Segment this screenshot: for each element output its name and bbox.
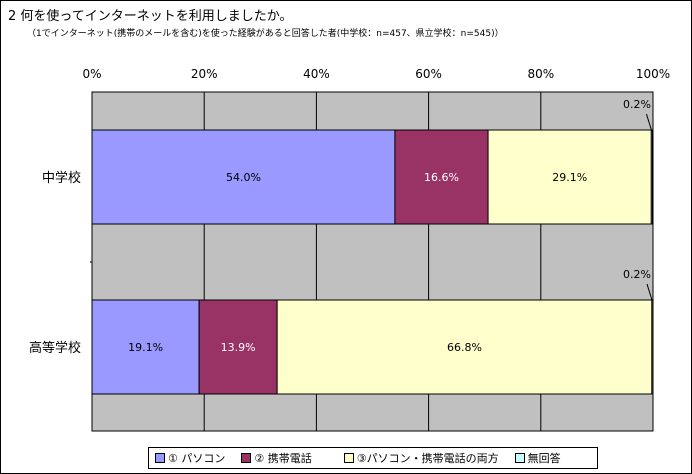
legend-item-keitai: ② 携帯電話 bbox=[241, 450, 312, 466]
legend-label-mukaito: 無回答 bbox=[527, 452, 561, 465]
legend-swatch-mukaito bbox=[514, 453, 525, 463]
leader-line-0 bbox=[645, 113, 652, 131]
x-tick-label-0: 0% bbox=[82, 67, 101, 81]
bar-mukaito-1 bbox=[651, 299, 654, 395]
x-tick-label-2: 40% bbox=[303, 67, 330, 81]
legend: ① パソコン ② 携帯電話 ③パソコン・携帯電話の両方 無回答 bbox=[148, 447, 598, 469]
legend-item-pasokon: ① パソコン bbox=[155, 450, 225, 466]
data-label-pasokon-0: 54.0% bbox=[226, 171, 261, 184]
bar-mukaito-0 bbox=[650, 129, 653, 225]
bar-keitai-1 bbox=[198, 299, 278, 395]
legend-swatch-keitai bbox=[241, 453, 252, 463]
category-label-1: 高等学校 bbox=[29, 340, 81, 356]
data-label-ryoho-0: 29.1% bbox=[552, 171, 587, 184]
x-tick-label-4: 80% bbox=[527, 67, 554, 81]
bar-ryoho-1 bbox=[276, 299, 653, 395]
bar-keitai-0 bbox=[394, 129, 489, 225]
leader-line-1 bbox=[646, 283, 653, 301]
data-label-mukaito-0: 0.2% bbox=[623, 98, 651, 111]
x-tick-label-1: 20% bbox=[191, 67, 218, 81]
data-label-ryoho-1: 66.8% bbox=[447, 341, 482, 354]
legend-item-mukaito: 無回答 bbox=[514, 450, 561, 466]
legend-swatch-ryoho bbox=[343, 453, 354, 463]
legend-label-pasokon: ① パソコン bbox=[168, 452, 226, 465]
category-label-0: 中学校 bbox=[42, 170, 81, 186]
bar-ryoho-0 bbox=[487, 129, 652, 225]
legend-item-ryoho: ③パソコン・携帯電話の両方 bbox=[343, 450, 499, 466]
chart-title: 2 何を使ってインターネットを利用しましたか。 bbox=[8, 9, 293, 24]
data-label-keitai-1: 13.9% bbox=[221, 341, 256, 354]
legend-label-keitai: ② 携帯電話 bbox=[254, 452, 312, 465]
data-label-mukaito-1: 0.2% bbox=[623, 268, 651, 281]
data-label-keitai-0: 16.6% bbox=[424, 171, 459, 184]
legend-label-ryoho: ③パソコン・携帯電話の両方 bbox=[356, 452, 499, 465]
x-tick-label-5: 100% bbox=[636, 67, 670, 81]
data-label-pasokon-1: 19.1% bbox=[128, 341, 163, 354]
chart-subtitle: （1でインターネット(携帯のメールを含む)を使った経験があると回答した者(中学校… bbox=[27, 29, 504, 39]
bar-pasokon-0 bbox=[91, 129, 396, 225]
legend-swatch-pasokon bbox=[155, 453, 165, 463]
x-tick-label-3: 60% bbox=[415, 67, 442, 81]
